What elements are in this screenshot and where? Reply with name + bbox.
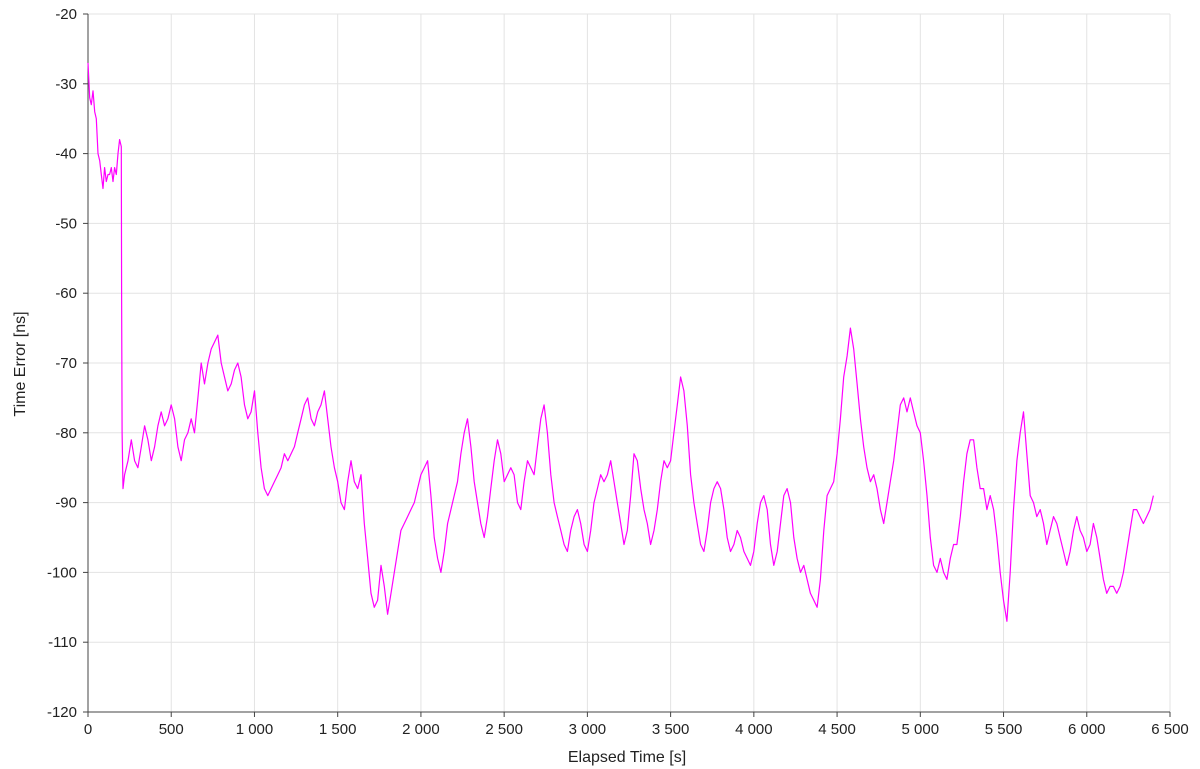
x-tick-label: 5 500 bbox=[985, 721, 1023, 738]
y-tick-label: -30 bbox=[55, 76, 77, 93]
x-tick-label: 2 500 bbox=[485, 721, 523, 738]
x-tick-label: 2 000 bbox=[402, 721, 440, 738]
x-tick-label: 1 000 bbox=[236, 721, 274, 738]
x-tick-labels: 0 500 1 000 1 500 2 000 2 500 3 000 3 500 4 000 4… bbox=[84, 721, 1189, 738]
x-tick-label: 3 500 bbox=[652, 721, 690, 738]
series-line-0 bbox=[87, 62, 1154, 622]
y-tick-label: -40 bbox=[55, 146, 77, 163]
axes bbox=[83, 13, 1171, 717]
y-tick-label: -50 bbox=[55, 215, 77, 232]
y-axis-title: Time Error [ns] bbox=[12, 311, 29, 416]
x-tick-label: 1 500 bbox=[319, 721, 357, 738]
series-layer bbox=[87, 62, 1154, 622]
y-tick-label: -120 bbox=[47, 704, 77, 721]
y-tick-label: -60 bbox=[55, 285, 77, 302]
y-tick-label: -70 bbox=[55, 355, 77, 372]
y-tick-label: -80 bbox=[55, 425, 77, 442]
x-tick-label: 0 bbox=[84, 721, 92, 738]
y-tick-labels: -20 -30 -40 -50 -60 -70 -80 -90 -100 -110 -120 bbox=[47, 6, 77, 721]
y-tick-label: -20 bbox=[55, 6, 77, 23]
x-tick-label: 4 000 bbox=[735, 721, 773, 738]
y-tick-label: -100 bbox=[47, 564, 77, 581]
x-tick-label: 4 500 bbox=[818, 721, 856, 738]
x-tick-label: 6 500 bbox=[1151, 721, 1189, 738]
x-tick-label: 3 000 bbox=[569, 721, 607, 738]
x-tick-label: 5 000 bbox=[902, 721, 940, 738]
x-axis-title: Elapsed Time [s] bbox=[568, 749, 686, 766]
y-tick-label: -90 bbox=[55, 495, 77, 512]
x-tick-label: 6 000 bbox=[1068, 721, 1106, 738]
y-tick-label: -110 bbox=[48, 634, 77, 651]
x-tick-label: 500 bbox=[159, 721, 184, 738]
grid-lines bbox=[88, 13, 1171, 712]
